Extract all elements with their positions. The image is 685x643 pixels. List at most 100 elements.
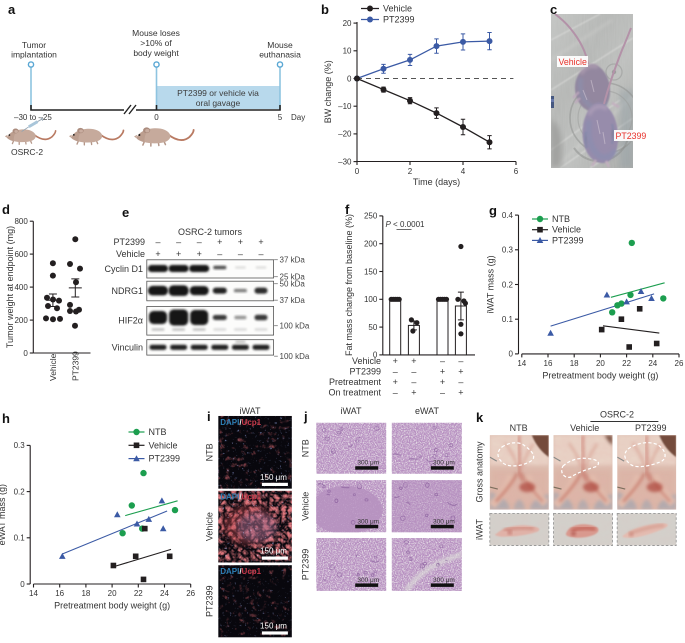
svg-text:P: P <box>386 220 392 229</box>
svg-text:200: 200 <box>364 240 378 249</box>
svg-text:NTB: NTB <box>552 214 570 224</box>
svg-text:iWAT: iWAT <box>341 406 362 416</box>
svg-text:150 μm: 150 μm <box>260 547 287 556</box>
svg-text:150 μm: 150 μm <box>260 621 287 630</box>
svg-text:<: < <box>393 220 398 229</box>
svg-text:Vehicle: Vehicle <box>383 4 412 14</box>
svg-text:f: f <box>345 202 350 217</box>
svg-text:300 μm: 300 μm <box>357 460 379 467</box>
svg-text:0.1: 0.1 <box>14 534 26 543</box>
svg-text:6: 6 <box>514 167 519 176</box>
svg-text:+: + <box>393 356 398 366</box>
svg-text:Vinculin: Vinculin <box>112 343 143 353</box>
svg-text:j: j <box>303 409 308 424</box>
svg-text:0.2: 0.2 <box>502 280 514 289</box>
svg-text:Vehicle: Vehicle <box>570 423 599 433</box>
svg-text:e: e <box>122 205 129 220</box>
svg-text:+: + <box>176 249 181 259</box>
svg-text:h: h <box>2 411 10 426</box>
svg-text:Pretreatment body weight (g): Pretreatment body weight (g) <box>54 601 170 611</box>
svg-text:0: 0 <box>23 349 28 358</box>
svg-text:–: – <box>238 249 243 259</box>
svg-text:–: – <box>393 388 398 398</box>
svg-text:+: + <box>458 388 463 398</box>
svg-text:HIF2α: HIF2α <box>118 316 143 326</box>
svg-text:+: + <box>217 237 222 247</box>
svg-text:Time (days): Time (days) <box>413 177 460 187</box>
svg-text:PT2399: PT2399 <box>71 351 81 381</box>
svg-text:20: 20 <box>108 589 117 598</box>
svg-text:NDRG1: NDRG1 <box>111 286 143 296</box>
svg-text:–: – <box>155 237 160 247</box>
svg-text:100 kDa: 100 kDa <box>280 352 310 361</box>
svg-text:–: – <box>176 237 181 247</box>
svg-text:100 kDa: 100 kDa <box>280 322 310 331</box>
svg-text:–: – <box>393 367 398 377</box>
svg-text:Day: Day <box>291 113 305 122</box>
svg-text:a: a <box>8 2 16 17</box>
svg-text:0: 0 <box>509 350 514 359</box>
svg-text:+: + <box>411 388 416 398</box>
svg-text:–: – <box>440 388 445 398</box>
svg-text:c: c <box>550 2 557 17</box>
svg-text:Fat mass change from baseline: Fat mass change from baseline (%) <box>344 214 354 356</box>
svg-text:PT2399: PT2399 <box>635 423 667 433</box>
svg-text:Vehicle: Vehicle <box>301 492 311 521</box>
svg-text:150: 150 <box>364 267 378 276</box>
svg-text:600: 600 <box>14 250 28 259</box>
svg-text:300 μm: 300 μm <box>433 518 455 525</box>
svg-text:NTB: NTB <box>510 423 528 433</box>
svg-text:NTB: NTB <box>205 443 215 461</box>
svg-text:0.2: 0.2 <box>14 487 26 496</box>
svg-text:Pretreatment body weight (g): Pretreatment body weight (g) <box>542 370 658 380</box>
svg-text:+: + <box>440 367 445 377</box>
svg-text:oral gavage: oral gavage <box>196 98 241 108</box>
svg-text:200: 200 <box>14 316 28 325</box>
svg-text:–30: –30 <box>338 157 352 166</box>
svg-text:37 kDa: 37 kDa <box>280 296 306 305</box>
svg-text:–: – <box>458 356 463 366</box>
svg-text:–: – <box>197 237 202 247</box>
svg-text:0.4: 0.4 <box>502 211 514 220</box>
svg-text:Vehicle: Vehicle <box>116 249 145 259</box>
svg-text:22: 22 <box>134 589 143 598</box>
svg-text:18: 18 <box>81 589 90 598</box>
svg-text:24: 24 <box>648 359 657 368</box>
svg-text:20: 20 <box>596 359 605 368</box>
svg-text:eWAT: eWAT <box>415 406 440 416</box>
svg-text:+: + <box>411 356 416 366</box>
svg-text:250: 250 <box>364 212 378 221</box>
svg-text:150 μm: 150 μm <box>260 473 287 482</box>
svg-text:0: 0 <box>154 113 159 122</box>
svg-text:10: 10 <box>343 47 352 56</box>
svg-text:NTB: NTB <box>149 427 167 437</box>
svg-text:24: 24 <box>160 589 169 598</box>
svg-text:k: k <box>476 410 484 425</box>
svg-text:i: i <box>207 409 211 424</box>
svg-text:0.0001: 0.0001 <box>400 220 425 229</box>
svg-text:5: 5 <box>278 113 283 122</box>
svg-text:DAPI/Ucp1: DAPI/Ucp1 <box>220 493 261 502</box>
svg-text:+: + <box>258 237 263 247</box>
svg-text:Mouse loses: Mouse loses <box>132 28 180 38</box>
svg-text:14: 14 <box>517 359 526 368</box>
svg-text:800: 800 <box>14 217 28 226</box>
svg-text:PT2399: PT2399 <box>616 131 647 141</box>
svg-text:iWAT: iWAT <box>475 519 485 540</box>
svg-text:–: – <box>458 377 463 387</box>
svg-text:PT2399: PT2399 <box>301 549 311 581</box>
svg-text:d: d <box>2 202 10 217</box>
svg-text:18: 18 <box>570 359 579 368</box>
svg-text:26: 26 <box>186 589 195 598</box>
svg-text:Cyclin D1: Cyclin D1 <box>104 264 143 274</box>
svg-text:–10: –10 <box>338 102 352 111</box>
svg-text:OSRC-2: OSRC-2 <box>600 410 634 420</box>
svg-text:–: – <box>258 249 263 259</box>
svg-text:NTB: NTB <box>301 439 311 457</box>
svg-text:Vehicle: Vehicle <box>205 512 215 541</box>
svg-text:PT2399: PT2399 <box>349 367 381 377</box>
svg-text:DAPI/Ucp1: DAPI/Ucp1 <box>220 418 261 427</box>
svg-text:euthanasia: euthanasia <box>259 50 301 60</box>
svg-text:PT2399: PT2399 <box>113 237 145 247</box>
svg-text:20: 20 <box>343 19 352 28</box>
